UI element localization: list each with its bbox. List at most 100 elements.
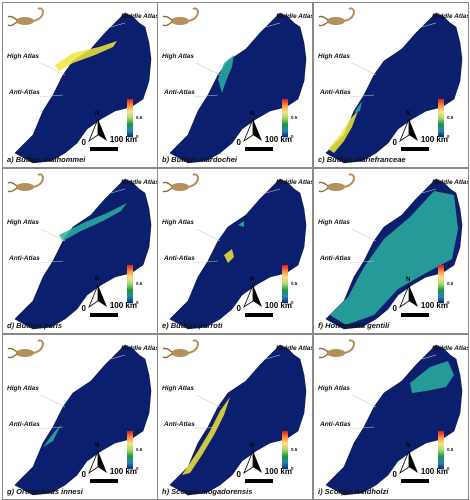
legend-min-label: 0 [291, 466, 294, 471]
suitability-area [224, 249, 234, 263]
scale-zero-label: 0 [81, 138, 86, 147]
leader-line [40, 394, 66, 408]
map-panel-e: Middle Atlas High Atlas Anti-Atlas 1 0.5 0 N 0 1… [157, 168, 313, 334]
scale-zero-label: 0 [236, 304, 241, 313]
map-panel-c: Middle Atlas High Atlas Anti-Atlas 1 0.5 0 N 0 1… [313, 2, 469, 168]
north-arrow-icon [243, 284, 262, 309]
scale-km-label: 100 km [109, 301, 137, 310]
scale-bar [90, 479, 118, 483]
scale-bar [401, 479, 429, 483]
scale-km-label: 100 km [109, 135, 137, 144]
scale-zero-label: 0 [392, 470, 397, 479]
leader-line [351, 394, 377, 408]
suitability-area [328, 111, 358, 153]
leader-line [193, 426, 219, 430]
legend-max-label: 1 [447, 429, 450, 434]
habitat-map [14, 12, 152, 164]
morocco-outline [169, 12, 307, 164]
label-anti-atlas: Anti-Atlas [320, 255, 351, 262]
scorpion-tan-icon [162, 7, 200, 27]
habitat-map [14, 178, 152, 330]
legend-min-label: 0 [136, 466, 139, 471]
label-middle-atlas: Middle Atlas [121, 345, 158, 352]
suitability-area [55, 41, 117, 71]
panel-caption: e) Buthus parroti [162, 321, 223, 330]
leader-line [195, 228, 221, 242]
leader-line [195, 394, 221, 408]
north-arrow-icon [243, 118, 262, 143]
north-arrow-icon [399, 118, 418, 143]
habitat-map [325, 344, 463, 496]
legend-mid-label: 0.5 [447, 115, 454, 120]
legend-min-label: 0 [291, 134, 294, 139]
suitability-colorbar [282, 431, 288, 469]
panel-caption: h) Scorpio mogadorensis [162, 487, 253, 496]
legend-min-label: 0 [291, 300, 294, 305]
north-label: N [406, 443, 411, 449]
leader-line [193, 260, 219, 264]
scale-km-label: 100 km [420, 135, 448, 144]
legend-mid-label: 0.5 [447, 447, 454, 452]
legend-max-label: 1 [136, 263, 139, 268]
leader-line [40, 62, 66, 76]
legend-mid-label: 0.5 [136, 115, 143, 120]
north-arrow-icon [399, 450, 418, 475]
scale-zero-label: 0 [392, 138, 397, 147]
map-panel-a: Middle Atlas High Atlas Anti-Atlas 1 0.5 0 N 0 1… [2, 2, 158, 168]
leader-line [349, 426, 375, 430]
label-anti-atlas: Anti-Atlas [9, 421, 40, 428]
panel-caption: c) Buthus mariefranceae [318, 155, 406, 164]
panel-caption: a) Buthus malhommei [7, 155, 86, 164]
leader-line [351, 62, 377, 76]
label-high-atlas: High Atlas [318, 53, 350, 60]
map-panel-g: Middle Atlas High Atlas Anti-Atlas 1 0.5 0 N 0 1… [2, 334, 158, 500]
leader-line [265, 354, 281, 360]
scorpion-black-icon [318, 173, 356, 193]
scorpion-orange-icon [318, 7, 356, 27]
label-middle-atlas: Middle Atlas [432, 13, 469, 20]
label-middle-atlas: Middle Atlas [432, 179, 469, 186]
scale-zero-label: 0 [236, 470, 241, 479]
legend-mid-label: 0.5 [291, 447, 298, 452]
leader-line [421, 188, 437, 194]
label-high-atlas: High Atlas [162, 385, 194, 392]
legend-min-label: 0 [447, 300, 450, 305]
legend-max-label: 1 [136, 429, 139, 434]
scale-zero-label: 0 [81, 304, 86, 313]
leader-line [110, 22, 126, 28]
suitability-colorbar [438, 431, 444, 469]
scale-bar [90, 313, 118, 317]
label-middle-atlas: Middle Atlas [432, 345, 469, 352]
north-label: N [95, 443, 100, 449]
scale-km-label: 100 km [264, 135, 292, 144]
north-label: N [250, 277, 255, 283]
suitability-colorbar [438, 265, 444, 303]
north-arrow-icon [88, 450, 107, 475]
suitability-colorbar [282, 265, 288, 303]
legend-mid-label: 0.5 [136, 281, 143, 286]
panel-caption: i) Scorpio weidholzi [318, 487, 389, 496]
suitability-area [59, 203, 127, 241]
label-middle-atlas: Middle Atlas [276, 179, 313, 186]
leader-line [421, 354, 437, 360]
scale-km-label: 100 km [420, 467, 448, 476]
map-panel-d: Middle Atlas High Atlas Anti-Atlas 1 0.5 0 N 0 1… [2, 168, 158, 334]
suitability-area [330, 191, 458, 325]
legend-mid-label: 0.5 [447, 281, 454, 286]
leader-line [110, 354, 126, 360]
label-anti-atlas: Anti-Atlas [9, 255, 40, 262]
scale-bar [401, 147, 429, 151]
panel-caption: g) Orthochirus innesi [7, 487, 83, 496]
panel-caption: d) Buthus paris [7, 321, 63, 330]
suitability-colorbar [438, 99, 444, 137]
label-high-atlas: High Atlas [318, 385, 350, 392]
label-high-atlas: High Atlas [7, 53, 39, 60]
habitat-map [325, 12, 463, 164]
label-high-atlas: High Atlas [162, 53, 194, 60]
north-label: N [406, 277, 411, 283]
scale-bar [245, 147, 273, 151]
habitat-map [169, 12, 307, 164]
scale-bar [90, 147, 118, 151]
label-high-atlas: High Atlas [7, 385, 39, 392]
leader-line [265, 22, 281, 28]
